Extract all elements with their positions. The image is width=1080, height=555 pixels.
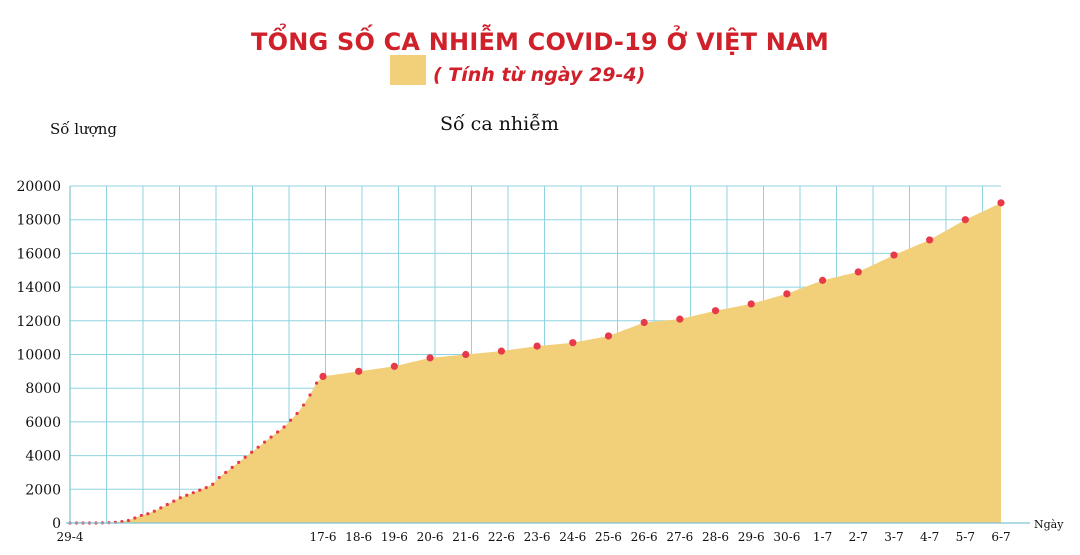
data-point: [640, 318, 648, 327]
data-point: [319, 372, 327, 381]
legend-swatch: [390, 55, 426, 85]
data-point-early: [139, 513, 143, 518]
data-point: [818, 276, 827, 284]
x-tick-label: 1-7: [813, 530, 832, 544]
data-point-early: [146, 512, 150, 516]
y-tick-label: 10000: [16, 348, 61, 364]
chart-subtitle: ( Tính từ ngày 29-4): [433, 64, 646, 86]
data-point-early: [256, 445, 260, 449]
x-tick-label: 29-6: [738, 530, 765, 544]
x-tick-label: 30-6: [773, 530, 800, 544]
data-point: [355, 367, 363, 375]
data-point-early: [269, 435, 273, 439]
data-point-early: [165, 502, 169, 507]
data-point: [426, 354, 434, 362]
data-point-early: [263, 440, 267, 444]
x-tick-label: 20-6: [417, 530, 444, 544]
data-point-early: [237, 460, 241, 464]
area-fill: [70, 202, 1001, 523]
chart-title: TỔNG SỐ CA NHIỄM COVID-19 Ở VIỆT NAM: [251, 28, 829, 56]
data-point: [890, 251, 898, 259]
y-axis-label: Số lượng: [50, 120, 117, 138]
x-tick-label: 18-6: [345, 530, 372, 544]
x-tick-label: 19-6: [381, 530, 408, 544]
data-point-early: [191, 491, 195, 495]
data-point-early: [301, 403, 306, 407]
data-point: [997, 199, 1005, 207]
y-tick-label: 2000: [25, 482, 61, 498]
x-tick-labels: 29-4 17-6 18-6 19-6 20-6 21-6 22-6 23-6 24-6 25-6…: [57, 530, 1011, 544]
y-tick-label: 18000: [16, 213, 61, 229]
data-point-early: [275, 430, 280, 434]
data-point-early: [198, 488, 202, 492]
x-tick-label: 3-7: [884, 530, 903, 544]
data-point-early: [282, 425, 286, 429]
x-tick-label: 6-7: [991, 530, 1010, 544]
data-point-early: [217, 475, 221, 480]
data-point-early: [126, 518, 130, 523]
data-point-early: [204, 486, 208, 490]
x-tick-label: 24-6: [559, 530, 586, 544]
x-tick-label: 28-6: [702, 530, 729, 544]
y-tick-label: 6000: [25, 415, 61, 431]
y-tick-label: 4000: [25, 449, 61, 465]
y-tick-label: 16000: [16, 246, 61, 262]
data-point: [854, 268, 862, 276]
x-tick-label: 23-6: [524, 530, 551, 544]
y-tick-labels: 0 2000 4000 6000 8000 10000 12000 14000 16000 180…: [16, 179, 61, 532]
data-point: [747, 300, 755, 308]
data-point-early: [314, 381, 319, 385]
data-point: [926, 236, 934, 244]
x-tick-label: 22-6: [488, 530, 515, 544]
axes: [66, 186, 1030, 524]
data-point-early: [178, 496, 182, 500]
data-point-early: [152, 509, 156, 513]
data-point: [783, 290, 791, 298]
x-tick-label: 26-6: [631, 530, 658, 544]
y-tick-label: 8000: [25, 381, 61, 397]
x-tick-label: 21-6: [452, 530, 479, 544]
data-point: [533, 342, 541, 350]
series-label: Số ca nhiễm: [440, 113, 559, 135]
data-point: [711, 307, 720, 315]
data-point: [676, 315, 684, 323]
x-tick-label: 4-7: [920, 530, 939, 544]
x-tick-label: 5-7: [956, 530, 975, 544]
data-point-early: [159, 506, 163, 510]
data-point-early: [243, 455, 247, 459]
data-point-early: [133, 516, 137, 520]
data-point-early: [230, 465, 234, 469]
x-tick-label: 25-6: [595, 530, 622, 544]
data-point: [462, 350, 470, 359]
data-point: [569, 339, 577, 347]
data-point-early: [295, 411, 299, 416]
x-axis-label: Ngày: [1034, 518, 1064, 531]
x-tick-label: 29-4: [57, 530, 84, 544]
y-tick-label: 20000: [16, 179, 61, 195]
data-point-early: [224, 470, 228, 475]
data-point-early: [211, 482, 215, 486]
data-markers: [68, 199, 1005, 525]
x-tick-label: 17-6: [310, 530, 337, 544]
data-point: [390, 362, 398, 370]
data-point-early: [308, 393, 312, 397]
data-point-early: [250, 450, 254, 454]
y-tick-label: 12000: [16, 314, 61, 330]
data-point-early: [288, 418, 293, 422]
x-tick-label: 27-6: [666, 530, 693, 544]
data-point: [961, 216, 969, 224]
x-tick-label: 2-7: [849, 530, 868, 544]
data-point-early: [172, 499, 176, 503]
data-point-early: [185, 493, 189, 497]
y-tick-label: 14000: [16, 280, 61, 296]
y-tick-label: 0: [52, 516, 61, 532]
data-point: [497, 347, 506, 355]
data-point: [604, 332, 613, 340]
